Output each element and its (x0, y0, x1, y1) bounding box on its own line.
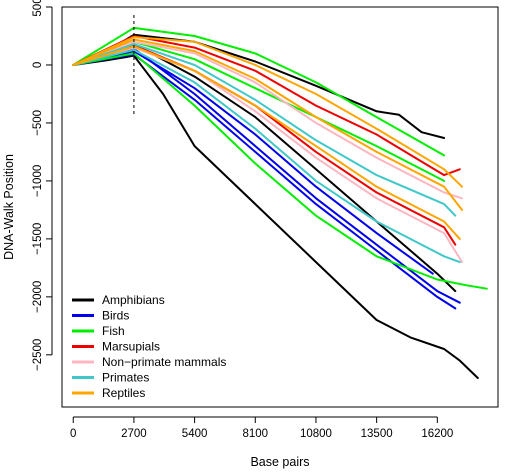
x-tick-label: 5400 (182, 428, 208, 440)
plot-frame (61, 6, 499, 408)
series-line-2 (72, 43, 457, 293)
series-layer (72, 26, 488, 379)
legend-label: Fish (102, 324, 125, 338)
x-tick-label: 0 (70, 428, 76, 440)
x-axis-title: Base pairs (250, 455, 309, 469)
series-line-16 (72, 45, 461, 240)
x-tick-label: 10800 (300, 428, 332, 440)
x-axis: 0 2700 5400 8100 10800 13500 16200 (70, 416, 453, 440)
legend-label: Reptiles (102, 386, 145, 400)
x-tick-label: 13500 (361, 428, 393, 440)
y-tick-label: −2000 (32, 281, 44, 313)
legend-label: Birds (102, 309, 129, 323)
y-axis: 500 0 −500 −1000 −1500 −2000 −2500 (32, 0, 53, 371)
legend-label: Amphibians (102, 293, 165, 307)
x-tick-label: 16200 (421, 428, 453, 440)
y-tick-label: 500 (32, 0, 44, 17)
series-line-15 (72, 38, 463, 211)
legend-label: Primates (102, 371, 149, 385)
series-line-17 (72, 36, 463, 188)
x-tick-label: 8100 (242, 428, 268, 440)
y-axis-title: DNA-Walk Position (2, 154, 16, 260)
y-tick-label: −1500 (32, 223, 44, 255)
legend-label: Non−primate mammals (102, 355, 226, 369)
series-line-1 (72, 54, 479, 379)
y-tick-label: 0 (32, 62, 44, 68)
series-line-11 (72, 40, 463, 200)
legend-label: Marsupials (102, 340, 160, 354)
series-line-12 (72, 46, 463, 264)
series-line-13 (72, 48, 461, 264)
y-tick-label: −2500 (32, 339, 44, 371)
series-line-7 (72, 52, 488, 290)
y-tick-label: −1000 (32, 165, 44, 197)
x-tick-label: 2700 (121, 428, 147, 440)
series-line-14 (72, 43, 457, 217)
y-tick-label: −500 (32, 110, 44, 136)
